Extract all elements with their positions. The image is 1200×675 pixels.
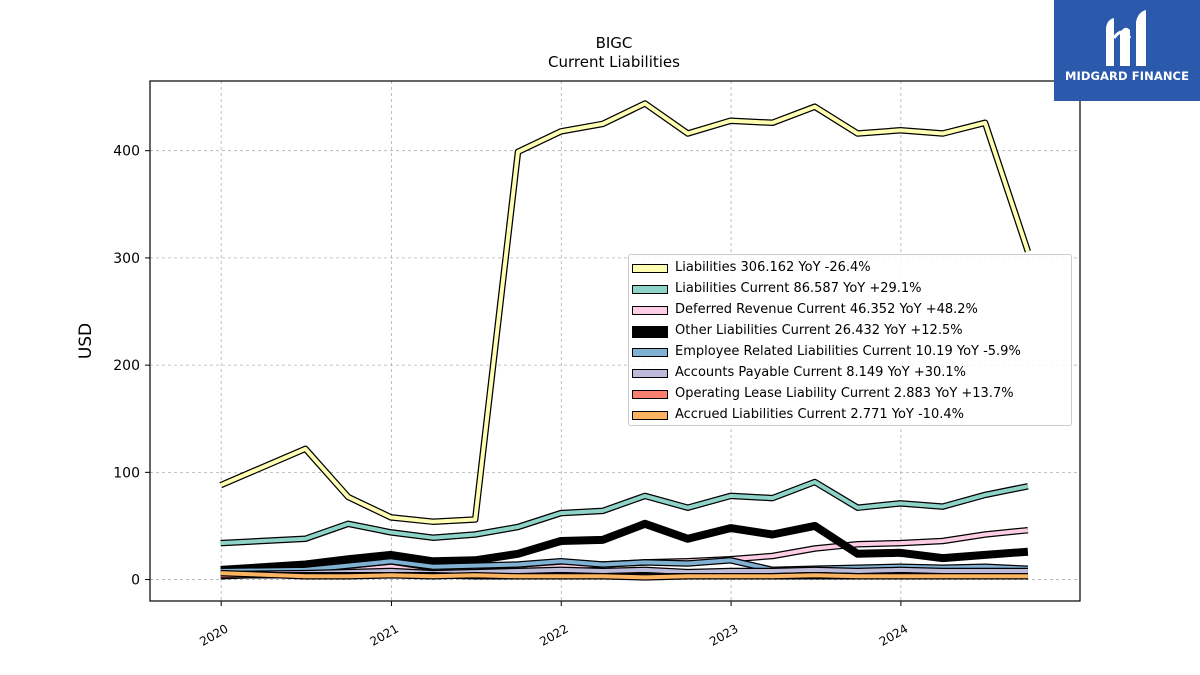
legend-swatch [632,306,668,315]
legend: Liabilities 306.162 YoY -26.4% Liabilitie… [628,254,1072,426]
legend-swatch [632,411,668,420]
legend-item: Operating Lease Liability Current 2.883 … [629,384,1071,405]
brand-logo: MIDGARD FINANCE [1054,0,1200,101]
x-tick-label: 2022 [537,621,570,648]
legend-item: Liabilities 306.162 YoY -26.4% [629,258,1071,279]
legend-label: Other Liabilities Current 26.432 YoY +12… [675,323,963,338]
legend-label: Operating Lease Liability Current 2.883 … [675,386,1014,401]
series-liabilities [219,100,1031,525]
series-accrued-liabilities-current [220,569,1028,581]
logo-mark-icon [1106,10,1146,66]
legend-swatch [632,264,668,273]
y-tick-label: 200 [113,358,140,374]
chart-subtitle: Current Liabilities [548,53,680,71]
series-line [220,571,1028,580]
y-axis-label: USD [76,323,96,359]
plot-frame [149,80,1081,602]
y-tick-label: 400 [113,144,140,160]
series-line [220,567,1028,577]
x-tick-label: 2024 [877,621,910,648]
chart-title: BIGC [596,34,633,52]
legend-label: Accounts Payable Current 8.149 YoY +30.1… [675,365,967,380]
legend-item: Accrued Liabilities Current 2.771 YoY -1… [629,405,1071,426]
y-tick-label: 0 [131,573,140,589]
legend-label: Accrued Liabilities Current 2.771 YoY -1… [675,407,964,422]
y-tick-label: 300 [113,251,140,267]
x-tick-label: 2023 [707,621,740,648]
legend-item: Deferred Revenue Current 46.352 YoY +48.… [629,300,1071,321]
legend-item: Other Liabilities Current 26.432 YoY +12… [629,321,1071,342]
legend-label: Liabilities 306.162 YoY -26.4% [675,260,871,275]
series-liabilities-current [220,478,1029,547]
legend-label: Employee Related Liabilities Current 10.… [675,344,1021,359]
legend-label: Liabilities Current 86.587 YoY +29.1% [675,281,922,296]
x-tick-label: 2020 [197,621,230,648]
series-lines [219,100,1031,581]
legend-swatch [632,390,668,399]
logo-text: MIDGARD FINANCE [1064,69,1190,83]
series-line [220,519,1029,574]
legend-swatch [632,285,668,294]
y-tick-label: 100 [113,465,140,481]
legend-swatch [632,326,668,338]
series-other-liabilities-current [220,519,1029,574]
legend-swatch [632,369,668,378]
series-accounts-payable-current [220,566,1028,578]
legend-swatch [632,348,668,357]
legend-item: Accounts Payable Current 8.149 YoY +30.1… [629,363,1071,384]
legend-label: Deferred Revenue Current 46.352 YoY +48.… [675,302,978,317]
x-tick-label: 2021 [368,621,401,648]
legend-item: Employee Related Liabilities Current 10.… [629,342,1071,363]
series-line [220,480,1029,546]
legend-item: Liabilities Current 86.587 YoY +29.1% [629,279,1071,300]
series-line [219,101,1030,524]
